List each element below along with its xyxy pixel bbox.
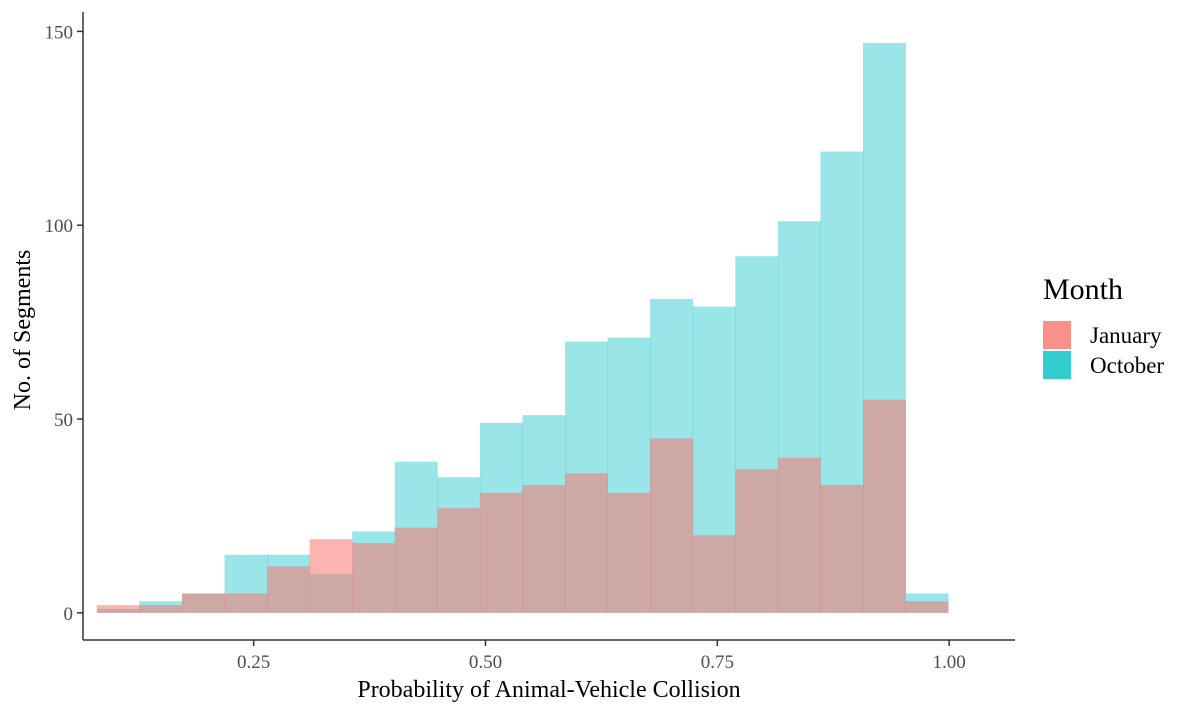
legend-title: Month [1043,273,1123,306]
y-axis-ticks: 0 50 100 150 [45,22,83,625]
y-axis-title: No. of Segments [10,250,36,411]
y-tick-label: 50 [54,410,73,431]
bar-january-6 [352,543,396,613]
y-tick-label: 100 [45,216,74,237]
bar-january-13 [650,438,694,613]
legend-swatch-january [1043,321,1071,349]
bar-january-15 [735,469,779,613]
bar-january-9 [479,492,523,613]
bar-january-11 [565,473,609,613]
x-tick-label: 0.25 [237,652,270,673]
bar-january-8 [437,508,481,613]
y-tick-label: 0 [64,604,74,625]
legend-label-january: January [1090,323,1162,348]
bar-january-14 [692,535,736,613]
bar-january-16 [777,457,821,613]
x-axis-ticks: 0.25 0.50 0.75 1.00 [237,640,966,673]
bar-january-2 [181,593,225,613]
legend-label-october: October [1090,353,1164,378]
bar-january-0 [96,605,140,613]
series-january [96,399,949,613]
x-tick-label: 0.50 [469,652,502,673]
bar-january-17 [820,484,864,613]
bar-january-10 [522,484,566,613]
bars-layer [96,43,949,613]
legend: Month January October [1043,273,1164,379]
bar-january-1 [139,605,183,613]
x-axis-title: Probability of Animal-Vehicle Collision [357,677,740,702]
x-tick-label: 0.75 [701,652,734,673]
legend-swatch-october [1043,351,1071,379]
bar-january-7 [394,527,438,613]
bar-january-3 [224,593,268,613]
bar-january-12 [607,492,651,613]
y-tick-label: 150 [45,22,74,43]
bar-january-19 [905,601,949,613]
bar-january-4 [267,566,311,613]
bar-january-5 [309,539,353,613]
bar-january-18 [863,399,906,613]
x-tick-label: 1.00 [933,652,966,673]
